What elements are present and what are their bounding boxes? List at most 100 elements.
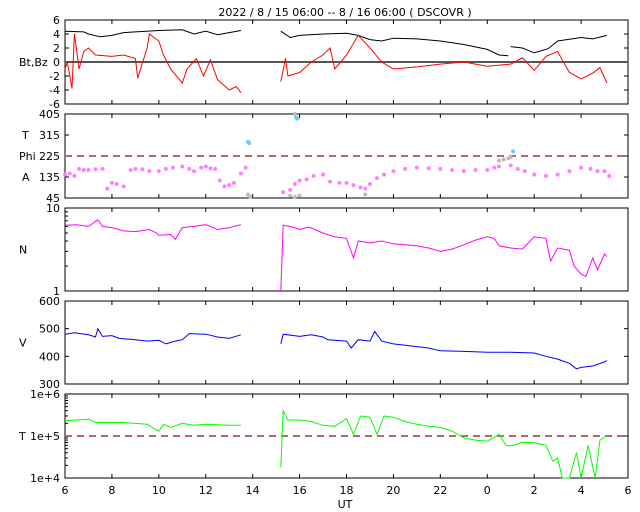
- y-tick-label: 1e+5: [30, 430, 60, 443]
- series-phi-toward-away-point: [63, 172, 67, 177]
- chart-title: 2022 / 8 / 15 06:00 -- 8 / 16 06:00 ( DS…: [218, 6, 471, 19]
- series-phi-toward-away-point: [100, 166, 105, 171]
- x-tick-label: 20: [386, 484, 400, 497]
- series-phi-toward-away-point: [450, 168, 455, 172]
- series-phi-toward-away-point: [304, 177, 309, 182]
- series-phi-toward-away-point: [213, 166, 218, 171]
- series-phi-toward-away-point: [128, 168, 133, 172]
- x-tick-label: 10: [152, 484, 166, 497]
- series-phi-toward-away-point: [602, 169, 607, 174]
- series-phi-toward-away-point: [496, 164, 501, 169]
- series-phi-cyan-point: [511, 149, 516, 154]
- series-phi-toward-away-point: [588, 166, 593, 171]
- x-tick-label: 2: [531, 484, 538, 497]
- x-tick-label: 4: [578, 484, 585, 497]
- series-phi-toward-away-point: [114, 182, 119, 186]
- series-phi-toward-away-point: [532, 172, 537, 177]
- series-v-line: [64, 327, 242, 345]
- series-phi-toward-away-point: [292, 182, 297, 186]
- series-phi-toward-away-point: [147, 169, 152, 174]
- y-axis-label: A: [22, 171, 30, 184]
- y-tick-label: 135: [39, 171, 60, 184]
- series-phi-toward-away-point: [187, 166, 192, 171]
- y-tick-label: 4: [53, 28, 60, 41]
- series-phi-toward-away-point: [543, 173, 548, 178]
- y-axis-label: N: [19, 244, 27, 257]
- series-phi-toward-away-point: [105, 186, 110, 191]
- series-phi-toward-away-point: [367, 182, 372, 186]
- series-phi-toward-away-point: [391, 169, 396, 174]
- series-phi-toward-away-point: [461, 169, 466, 174]
- y-tick-label: 10: [46, 202, 60, 215]
- series-phi-toward-away-point: [222, 184, 227, 189]
- y-tick-label: 0: [53, 56, 60, 69]
- series-phi-toward-away-point: [109, 180, 114, 185]
- y-tick-label: 315: [39, 129, 60, 142]
- series-phi-other-point: [297, 193, 302, 198]
- series-phi-toward-away-point: [133, 166, 138, 171]
- series-phi-toward-away-point: [492, 165, 497, 170]
- series-phi-other-point: [508, 155, 513, 160]
- series-phi-toward-away-point: [199, 165, 204, 170]
- series-v-line: [280, 330, 608, 370]
- y-axis-label: T: [21, 129, 29, 142]
- series-phi-toward-away-point: [288, 187, 293, 192]
- series-phi-other-point: [288, 193, 293, 198]
- series-phi-toward-away-point: [203, 164, 208, 169]
- series-phi-toward-away-point: [297, 178, 302, 183]
- series-phi-other-point: [292, 112, 297, 116]
- y-axis-label: V: [19, 337, 27, 350]
- series-phi-toward-away-point: [311, 173, 316, 178]
- x-tick-label: 14: [246, 484, 260, 497]
- series-phi-toward-away-point: [81, 168, 86, 172]
- series-phi-toward-away-point: [426, 166, 431, 171]
- series-phi-toward-away-point: [321, 172, 326, 177]
- series-phi-toward-away-point: [579, 165, 584, 170]
- y-tick-label: 600: [39, 295, 60, 308]
- series-phi-toward-away-point: [508, 163, 513, 168]
- series-phi-toward-away-point: [238, 171, 243, 176]
- series-n-line: [280, 224, 608, 292]
- series-phi-other-point: [292, 194, 297, 199]
- series-phi-toward-away-point: [358, 185, 363, 190]
- y-tick-label: 400: [39, 350, 60, 363]
- y-axis-label: Bt,Bz: [19, 56, 48, 69]
- series-bz-line: [64, 33, 242, 94]
- series-phi-other-point: [248, 194, 253, 199]
- series-phi-toward-away-point: [67, 171, 72, 176]
- x-axis-label: UT: [338, 498, 353, 511]
- series-phi-toward-away-point: [281, 190, 286, 195]
- y-tick-label: 225: [39, 150, 60, 163]
- panel-frame-3: [64, 300, 629, 385]
- series-phi-toward-away-point: [93, 167, 98, 172]
- y-tick-label: 2: [53, 42, 60, 55]
- series-phi-toward-away-point: [595, 169, 600, 174]
- series-phi-toward-away-point: [522, 169, 527, 174]
- series-phi-toward-away-point: [337, 180, 342, 185]
- series-phi-toward-away-point: [86, 168, 91, 172]
- series-phi-toward-away-point: [231, 180, 236, 185]
- series-phi-cyan-point: [295, 116, 300, 121]
- series-phi-toward-away-point: [473, 168, 478, 172]
- y-tick-label: 405: [39, 108, 60, 121]
- x-tick-label: 6: [625, 484, 632, 497]
- series-phi-toward-away-point: [438, 166, 443, 171]
- series-phi-toward-away-point: [403, 166, 408, 171]
- series-bt-line: [510, 34, 608, 54]
- series-phi-cyan-point: [247, 141, 252, 146]
- y-axis-label: Phi: [19, 150, 36, 163]
- x-tick-label: 18: [340, 484, 354, 497]
- series-phi-toward-away-point: [607, 173, 612, 178]
- series-phi-toward-away-point: [208, 166, 213, 171]
- series-bt-line: [64, 29, 241, 38]
- y-tick-label: -4: [49, 84, 60, 97]
- x-tick-label: 16: [293, 484, 307, 497]
- series-phi-toward-away-point: [156, 169, 161, 174]
- series-t-line: [280, 408, 608, 479]
- y-tick-label: 1e+4: [30, 472, 60, 485]
- x-tick-label: 0: [484, 484, 491, 497]
- x-tick-label: 12: [199, 484, 213, 497]
- series-n-line: [64, 219, 242, 241]
- series-phi-other-point: [501, 157, 506, 162]
